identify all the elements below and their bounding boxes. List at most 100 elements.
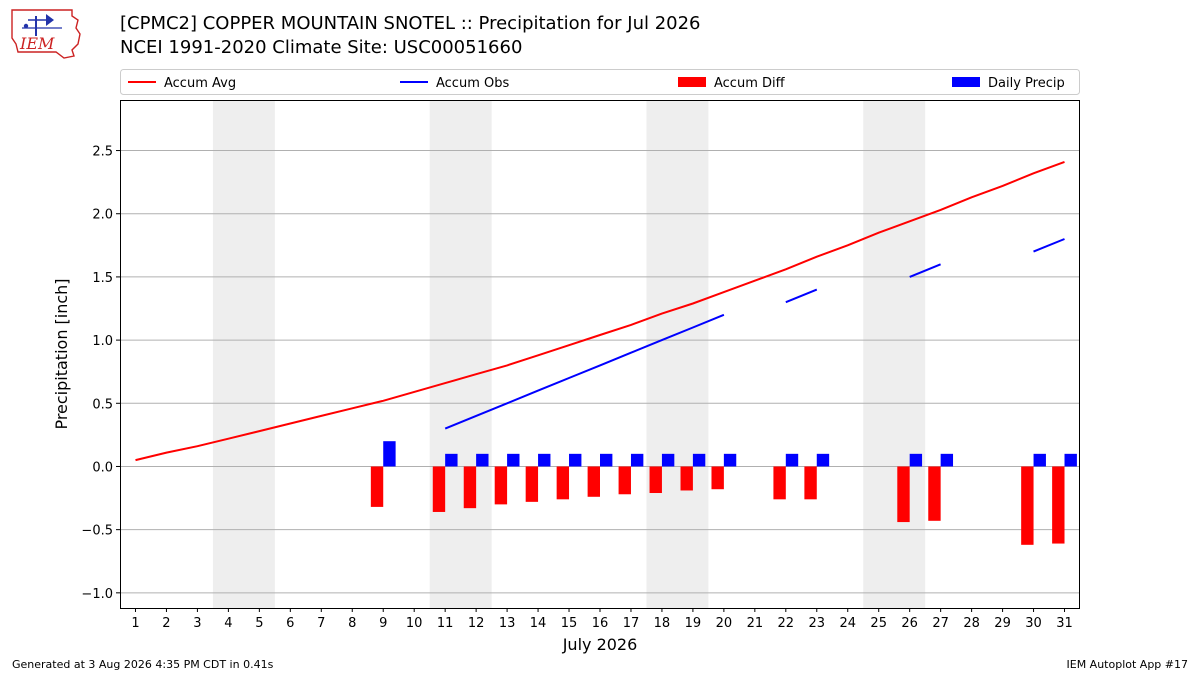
x-tick-label-28: 28 [963, 616, 980, 631]
x-tick-label-18: 18 [654, 616, 671, 631]
accum-diff-bar-14 [525, 466, 539, 502]
daily-precip-bar-31 [1064, 453, 1077, 467]
y-tick-label-3: 0.5 [92, 397, 113, 412]
legend-frame [120, 69, 1080, 95]
weekend-band-3 [863, 100, 926, 608]
daily-precip-bar-19 [692, 453, 706, 467]
accum-obs-line-segment-0 [444, 313, 725, 430]
x-tick-label-7: 7 [317, 616, 325, 631]
weekend-band-1 [429, 100, 492, 608]
legend: Accum Avg Accum Obs Accum Diff Daily Precip [120, 69, 1080, 95]
x-tick-label-16: 16 [592, 616, 609, 631]
legend-label-accum-diff: Accum Diff [714, 76, 786, 91]
accum-diff-bar-16 [587, 466, 600, 497]
daily-precip-bar-22 [785, 453, 799, 467]
y-tick-label-5: 1.5 [92, 271, 113, 286]
x-tick-label-20: 20 [716, 616, 733, 631]
weekend-shading [212, 100, 926, 608]
daily-precip-bar-16 [600, 453, 613, 467]
iem-logo: IEM [11, 9, 81, 59]
accum-diff-bar-20 [711, 466, 724, 490]
x-tick-label-4: 4 [224, 616, 232, 631]
logo-text: IEM [19, 34, 55, 53]
accum-diff-bar-17 [618, 466, 631, 495]
x-tick-label-9: 9 [379, 616, 387, 631]
daily-precip-bar-20 [723, 453, 737, 467]
accum-avg-line-segment-0 [135, 160, 1065, 462]
accum-diff-bar-23 [804, 466, 817, 500]
accum-diff-bar-12 [463, 466, 477, 509]
daily-precip-bar-9 [383, 441, 396, 467]
x-tick-label-23: 23 [809, 616, 826, 631]
x-tick-label-31: 31 [1056, 616, 1073, 631]
weekend-band-0 [212, 100, 275, 608]
daily-precip-bar-27 [940, 453, 954, 467]
x-tick-label-14: 14 [530, 616, 547, 631]
x-tick-label-29: 29 [994, 616, 1011, 631]
y-tick-label-4: 1.0 [92, 334, 113, 349]
x-tick-label-22: 22 [778, 616, 795, 631]
x-tick-label-1: 1 [131, 616, 139, 631]
line-series [135, 160, 1065, 462]
legend-label-accum-avg: Accum Avg [164, 76, 236, 91]
daily-precip-bar-18 [661, 453, 675, 467]
accum-diff-bar-13 [494, 466, 508, 505]
daily-precip-bar-13 [507, 453, 520, 467]
accum-diff-bar-18 [649, 466, 662, 494]
x-axis-ticks: 1 2 3 4 5 6 7 8 9 10 11 12 13 14 15 16 17 18 19 20 21 22 23 24 2… [131, 608, 1073, 631]
y-tick-label-2: 0.0 [92, 460, 113, 475]
y-tick-label-6: 2.0 [92, 208, 113, 223]
app-label: IEM Autoplot App #17 [1066, 658, 1189, 671]
x-tick-label-26: 26 [901, 616, 918, 631]
daily-precip-bar-23 [816, 453, 830, 467]
generated-note: Generated at 3 Aug 2026 4:35 PM CDT in 0… [12, 658, 274, 671]
x-tick-label-8: 8 [348, 616, 356, 631]
legend-swatch-daily-precip [952, 77, 980, 87]
daily-precip-bar-12 [476, 453, 489, 467]
accum-diff-bar-19 [680, 466, 693, 491]
daily-precip-bar-15 [569, 453, 582, 467]
chart-subtitle: NCEI 1991-2020 Climate Site: USC00051660 [120, 37, 523, 58]
weekend-band-2 [646, 100, 709, 608]
x-tick-label-6: 6 [286, 616, 294, 631]
x-tick-label-27: 27 [932, 616, 949, 631]
accum-diff-bar-15 [556, 466, 570, 500]
x-tick-label-2: 2 [162, 616, 170, 631]
legend-swatch-accum-diff [678, 77, 706, 87]
x-tick-label-25: 25 [870, 616, 887, 631]
accum-diff-bar-9 [370, 466, 384, 507]
x-tick-label-5: 5 [255, 616, 263, 631]
daily-precip-bar-11 [445, 453, 458, 467]
x-tick-label-19: 19 [685, 616, 702, 631]
accum-diff-bar-30 [1021, 466, 1034, 545]
accum-diff-bar-27 [928, 466, 941, 521]
x-tick-label-11: 11 [437, 616, 454, 631]
accum-diff-bar-31 [1052, 466, 1065, 544]
accum-diff-bar-11 [432, 466, 446, 512]
x-tick-label-3: 3 [193, 616, 201, 631]
accum-diff-bar-22 [773, 466, 786, 500]
x-tick-label-15: 15 [561, 616, 578, 631]
daily-precip-bar-17 [630, 453, 644, 467]
x-axis-label: July 2026 [562, 635, 638, 654]
bar-series [370, 441, 1077, 545]
y-axis-label: Precipitation [inch] [52, 278, 71, 429]
x-tick-label-30: 30 [1025, 616, 1042, 631]
x-tick-label-24: 24 [839, 616, 856, 631]
x-tick-label-21: 21 [747, 616, 764, 631]
chart-title: [CPMC2] COPPER MOUNTAIN SNOTEL :: Precip… [120, 13, 701, 34]
x-tick-label-17: 17 [623, 616, 640, 631]
daily-precip-bar-14 [538, 453, 551, 467]
y-tick-label-0: −1.0 [81, 587, 113, 602]
accum-obs-line-segment-1 [785, 288, 818, 304]
legend-label-daily-precip: Daily Precip [988, 76, 1065, 91]
x-tick-label-10: 10 [406, 616, 423, 631]
legend-label-accum-obs: Accum Obs [436, 76, 509, 91]
accum-obs-line-segment-3 [1033, 238, 1065, 253]
daily-precip-bar-30 [1033, 453, 1046, 467]
y-tick-label-1: −0.5 [81, 524, 113, 539]
daily-precip-bar-26 [909, 453, 923, 467]
x-tick-label-13: 13 [499, 616, 516, 631]
accum-diff-bar-26 [897, 466, 910, 523]
